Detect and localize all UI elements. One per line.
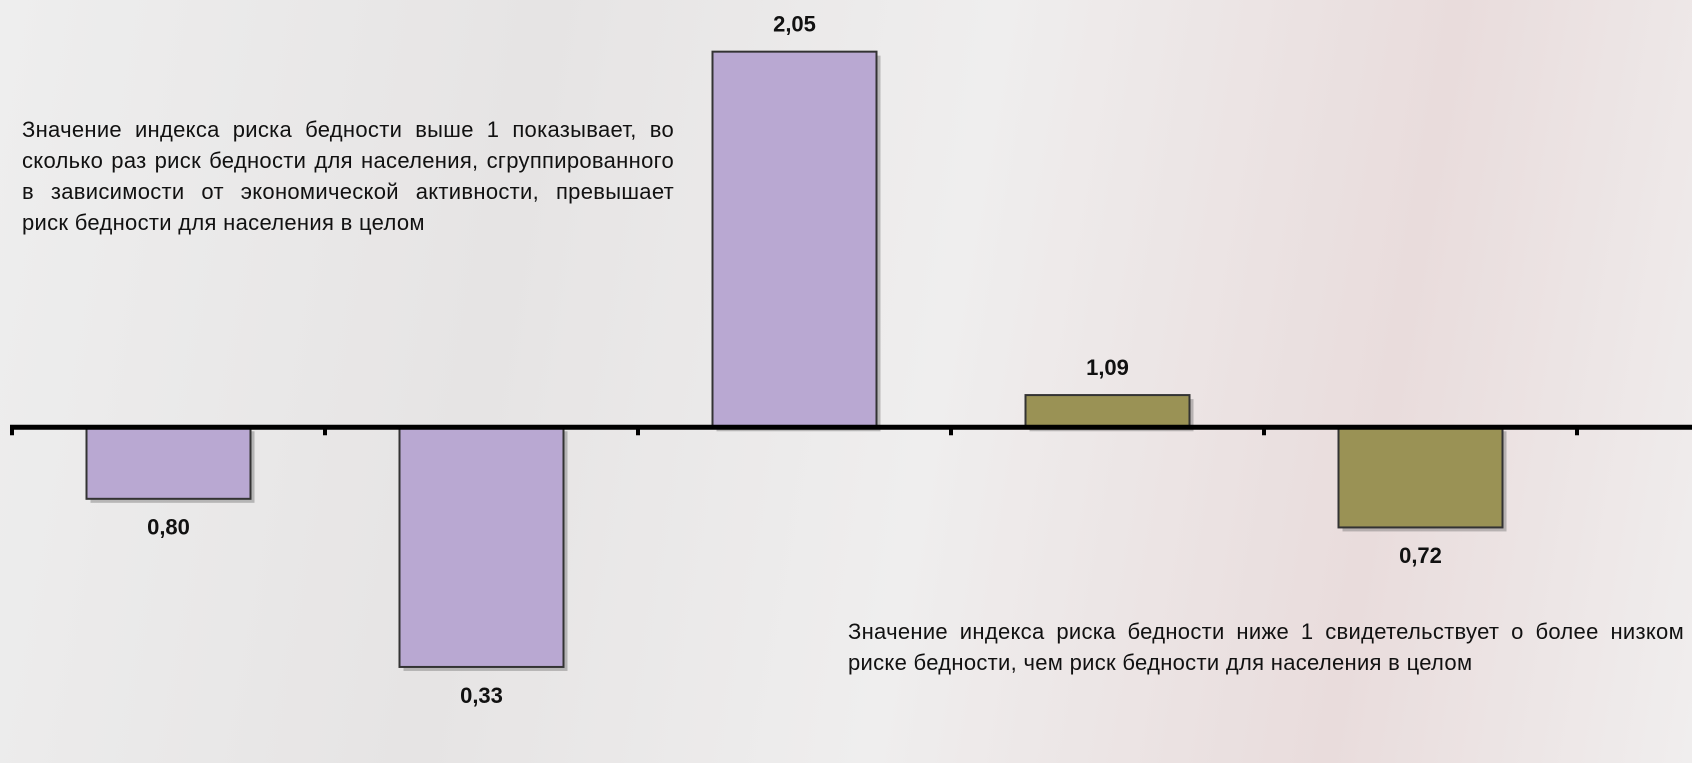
- annotation: Значение индекса риска бедности ниже 1 с…: [848, 619, 1684, 675]
- bar: [85, 426, 252, 500]
- bar: [711, 50, 878, 429]
- annotation: Значение индекса риска бедности выше 1 п…: [22, 117, 674, 235]
- data-label: 0,33: [460, 683, 503, 708]
- bar: [1024, 394, 1191, 429]
- data-label: 0,72: [1399, 543, 1442, 568]
- bar: [398, 426, 565, 668]
- data-label: 2,05: [773, 11, 816, 36]
- bar: [1337, 426, 1504, 529]
- data-label: 0,80: [147, 515, 190, 540]
- data-label: 1,09: [1086, 355, 1129, 380]
